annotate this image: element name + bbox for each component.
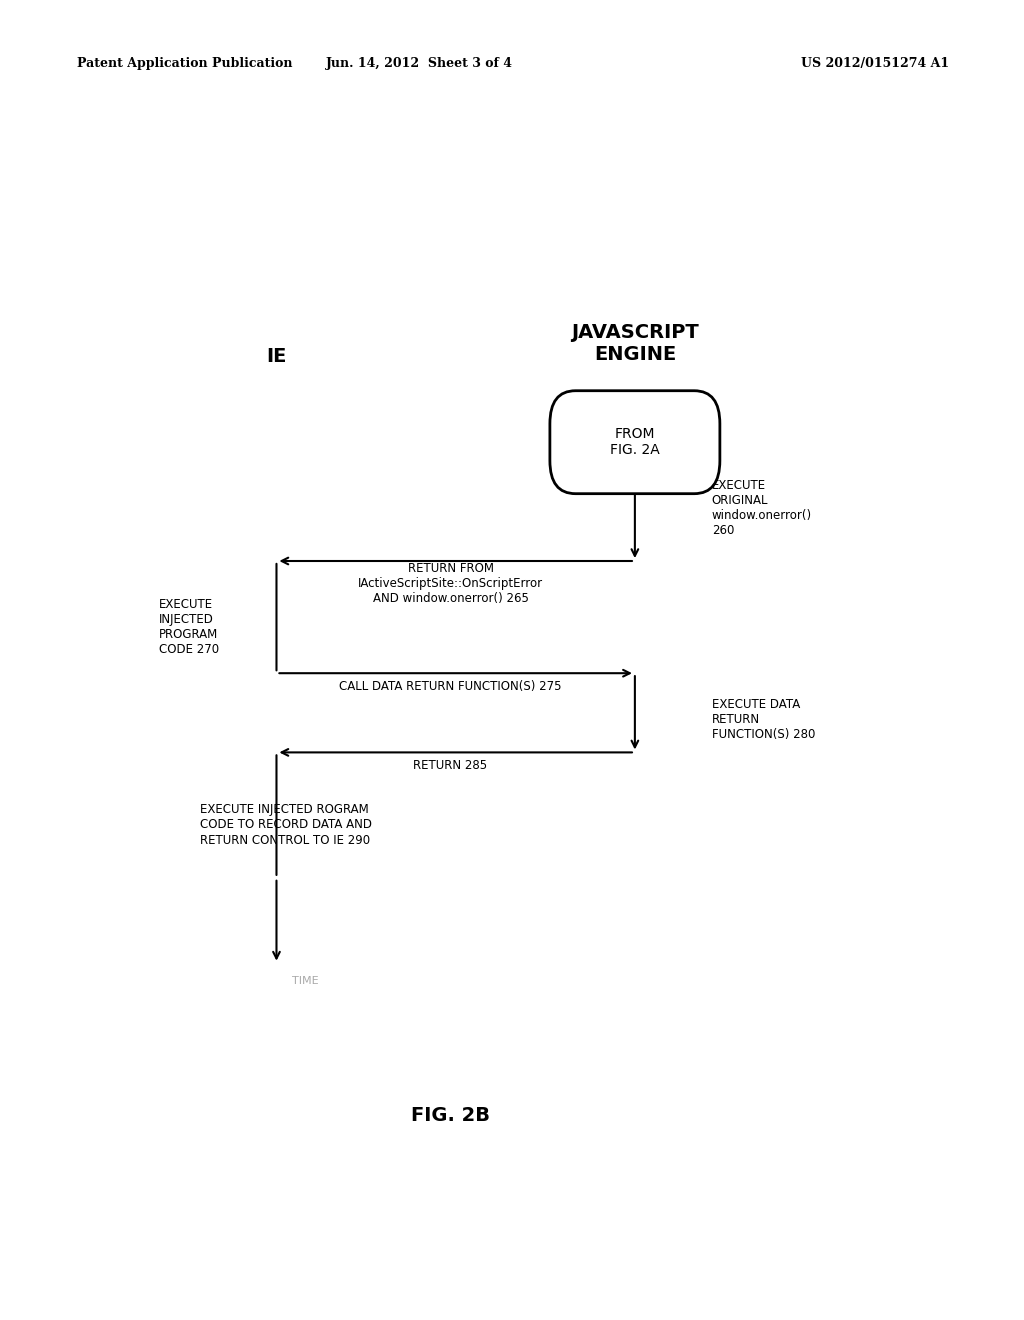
Text: FIG. 2B: FIG. 2B [411,1106,490,1125]
Text: RETURN 285: RETURN 285 [414,759,487,772]
Text: Jun. 14, 2012  Sheet 3 of 4: Jun. 14, 2012 Sheet 3 of 4 [327,57,513,70]
FancyBboxPatch shape [550,391,720,494]
Text: US 2012/0151274 A1: US 2012/0151274 A1 [802,57,949,70]
Text: EXECUTE
ORIGINAL
window.onerror()
260: EXECUTE ORIGINAL window.onerror() 260 [712,479,812,537]
Text: FROM
FIG. 2A: FROM FIG. 2A [610,428,659,457]
Text: IE: IE [266,347,287,366]
Text: TIME: TIME [292,975,318,986]
Text: Patent Application Publication: Patent Application Publication [77,57,292,70]
Text: EXECUTE DATA
RETURN
FUNCTION(S) 280: EXECUTE DATA RETURN FUNCTION(S) 280 [712,698,815,741]
Text: EXECUTE INJECTED ROGRAM
CODE TO RECORD DATA AND
RETURN CONTROL TO IE 290: EXECUTE INJECTED ROGRAM CODE TO RECORD D… [200,804,372,846]
Text: CALL DATA RETURN FUNCTION(S) 275: CALL DATA RETURN FUNCTION(S) 275 [339,680,562,693]
Text: JAVASCRIPT
ENGINE: JAVASCRIPT ENGINE [571,322,698,364]
Text: RETURN FROM
IActiveScriptSite::OnScriptError
AND window.onerror() 265: RETURN FROM IActiveScriptSite::OnScriptE… [358,562,543,605]
Text: EXECUTE
INJECTED
PROGRAM
CODE 270: EXECUTE INJECTED PROGRAM CODE 270 [159,598,219,656]
